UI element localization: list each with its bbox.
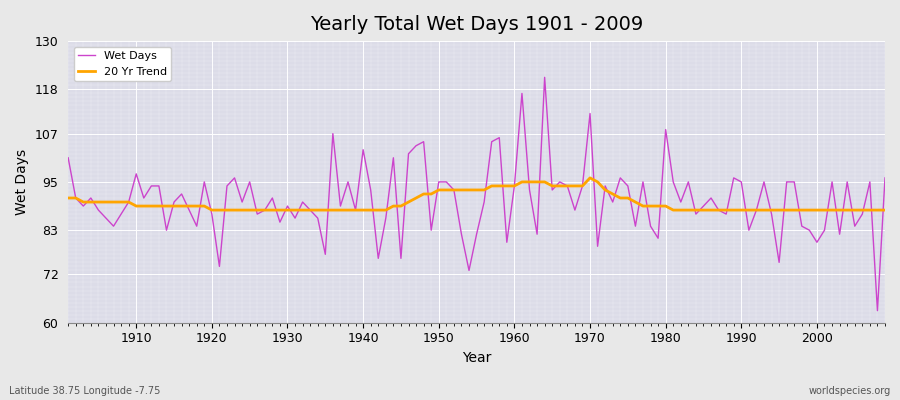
Y-axis label: Wet Days: Wet Days [15, 149, 29, 215]
Wet Days [123, 200, 134, 204]
Wet Days [290, 216, 301, 220]
Wet Days [63, 155, 74, 160]
20 Yr Trend [123, 200, 134, 204]
Title: Yearly Total Wet Days 1901 - 2009: Yearly Total Wet Days 1901 - 2009 [310, 15, 644, 34]
20 Yr Trend [517, 180, 527, 184]
20 Yr Trend [615, 196, 626, 200]
Wet Days [879, 176, 890, 180]
20 Yr Trend [585, 176, 596, 180]
Line: 20 Yr Trend: 20 Yr Trend [68, 178, 885, 210]
20 Yr Trend [343, 208, 354, 212]
20 Yr Trend [879, 208, 890, 212]
Wet Days [335, 204, 346, 208]
Legend: Wet Days, 20 Yr Trend: Wet Days, 20 Yr Trend [74, 47, 171, 81]
X-axis label: Year: Year [462, 351, 491, 365]
Wet Days [539, 75, 550, 80]
20 Yr Trend [509, 184, 520, 188]
Text: worldspecies.org: worldspecies.org [809, 386, 891, 396]
20 Yr Trend [297, 208, 308, 212]
Wet Days [501, 240, 512, 245]
Wet Days [509, 184, 520, 188]
Wet Days [608, 200, 618, 204]
20 Yr Trend [206, 208, 217, 212]
Line: Wet Days: Wet Days [68, 77, 885, 311]
20 Yr Trend [63, 196, 74, 200]
Text: Latitude 38.75 Longitude -7.75: Latitude 38.75 Longitude -7.75 [9, 386, 160, 396]
Wet Days [872, 308, 883, 313]
